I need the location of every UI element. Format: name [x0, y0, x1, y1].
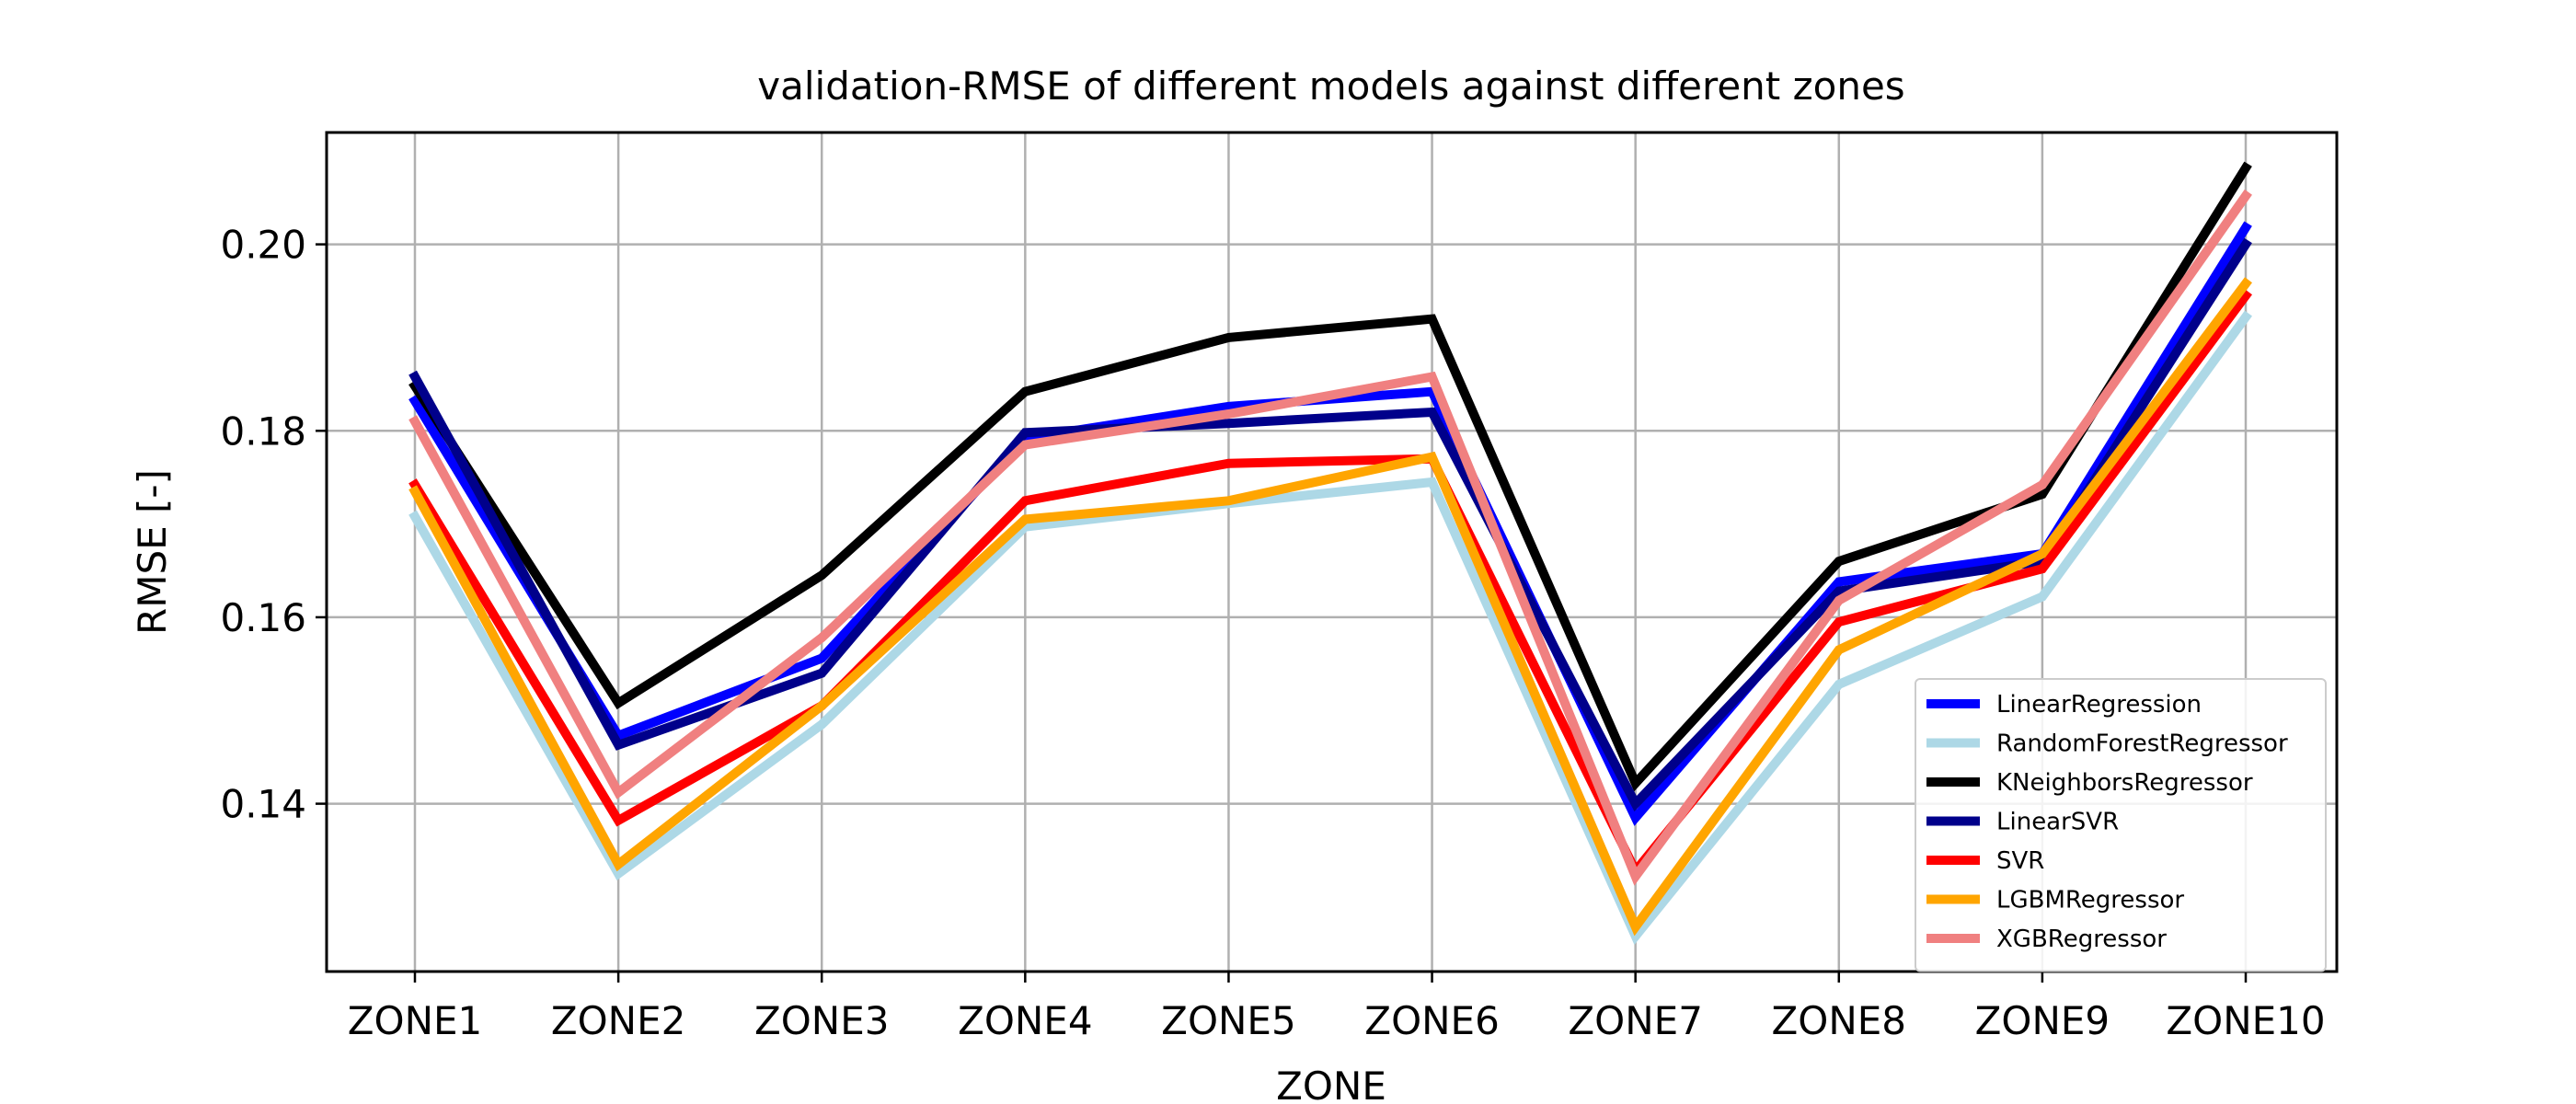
series-line — [408, 189, 2252, 886]
y-tick-label: 0.18 — [220, 408, 306, 454]
x-axis-title: ZONE — [1276, 1064, 1386, 1104]
legend-label: RandomForestRegressor — [1996, 730, 2288, 758]
y-tick-label: 0.20 — [220, 223, 306, 268]
x-tick-label: ZONE10 — [2166, 998, 2325, 1043]
x-tick-label: ZONE4 — [958, 998, 1093, 1043]
series-line — [408, 277, 2253, 937]
legend-label: XGBRegressor — [1996, 926, 2167, 953]
y-axis: 0.14 0.16 0.18 0.20 — [220, 223, 327, 827]
x-tick-label: ZONE1 — [348, 998, 483, 1043]
chart-title: validation-RMSE of different models agai… — [757, 63, 1904, 109]
x-axis: ZONE1 ZONE2 ZONE3 ZONE4 ZONE5 ZONE6 ZONE7 ZONE8… — [348, 972, 2326, 1043]
x-tick-label: ZONE3 — [754, 998, 890, 1043]
series-line — [408, 237, 2252, 812]
legend: LinearRegression RandomForestRegressor KNe… — [1915, 678, 2327, 972]
legend-label: LinearRegression — [1996, 691, 2202, 719]
series-line — [408, 289, 2252, 880]
x-tick-label: ZONE5 — [1161, 998, 1296, 1043]
plot-frame — [325, 131, 2339, 973]
series-lines — [408, 161, 2253, 945]
y-axis-title: RMSE [-] — [130, 469, 175, 635]
legend-label: LinearSVR — [1996, 809, 2119, 836]
x-tick-label: ZONE7 — [1568, 998, 1703, 1043]
series-line — [408, 161, 2252, 792]
x-tick-label: ZONE9 — [1975, 998, 2110, 1043]
y-tick-label: 0.14 — [220, 782, 306, 827]
x-tick-label: ZONE6 — [1364, 998, 1500, 1043]
legend-label: KNeighborsRegressor — [1996, 769, 2253, 797]
legend-label: LGBMRegressor — [1996, 887, 2184, 914]
x-tick-label: ZONE2 — [551, 998, 686, 1043]
x-tick-label: ZONE8 — [1772, 998, 1907, 1043]
legend-label: SVR — [1996, 847, 2044, 875]
y-tick-label: 0.16 — [220, 595, 306, 640]
series-line — [408, 310, 2252, 945]
legend-box — [1915, 678, 2327, 972]
